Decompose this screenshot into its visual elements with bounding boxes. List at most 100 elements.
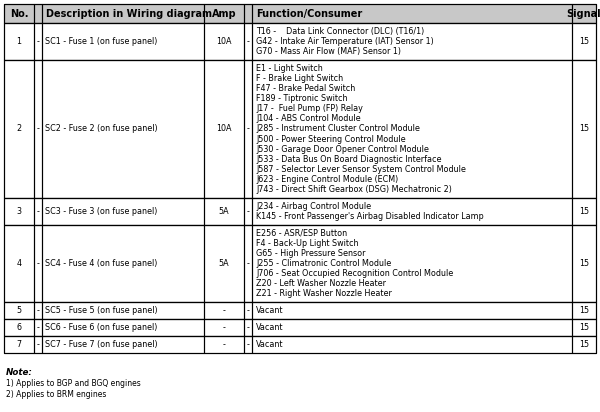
Bar	[244, 336, 252, 353]
Text: -: -	[37, 124, 40, 133]
Text: J587 - Selector Lever Sensor System Control Module: J587 - Selector Lever Sensor System Cont…	[256, 165, 466, 173]
Bar	[4, 225, 596, 302]
Text: -: -	[223, 306, 226, 315]
Text: J285 - Instrument Cluster Control Module: J285 - Instrument Cluster Control Module	[256, 124, 420, 133]
Text: Function/Consumer: Function/Consumer	[256, 9, 362, 19]
Text: J17 -  Fuel Pump (FP) Relay: J17 - Fuel Pump (FP) Relay	[256, 104, 363, 113]
Text: F - Brake Light Switch: F - Brake Light Switch	[256, 74, 343, 83]
Bar	[204, 302, 244, 319]
Text: 15: 15	[579, 340, 589, 349]
Text: -: -	[223, 323, 226, 332]
Text: T16 -    Data Link Connector (DLC) (T16/1): T16 - Data Link Connector (DLC) (T16/1)	[256, 27, 424, 36]
Text: -: -	[37, 323, 40, 332]
Bar	[34, 336, 42, 353]
Text: E256 - ASR/ESP Button: E256 - ASR/ESP Button	[256, 229, 347, 238]
Bar	[252, 302, 572, 319]
Text: 5: 5	[16, 306, 22, 315]
Bar	[252, 4, 572, 23]
Bar	[252, 23, 572, 60]
Bar	[42, 319, 204, 336]
Text: -: -	[247, 323, 250, 332]
Bar	[4, 225, 34, 302]
Text: J533 - Data Bus On Board Diagnostic Interface: J533 - Data Bus On Board Diagnostic Inte…	[256, 154, 442, 164]
Text: SC3 - Fuse 3 (on fuse panel): SC3 - Fuse 3 (on fuse panel)	[45, 207, 157, 216]
Text: 10A: 10A	[216, 124, 232, 133]
Text: J706 - Seat Occupied Recognition Control Module: J706 - Seat Occupied Recognition Control…	[256, 269, 453, 278]
Text: J623 - Engine Control Module (ECM): J623 - Engine Control Module (ECM)	[256, 175, 398, 184]
Bar	[572, 302, 596, 319]
Text: F4 - Back-Up Light Switch: F4 - Back-Up Light Switch	[256, 239, 359, 248]
Bar	[252, 198, 572, 225]
Bar	[244, 302, 252, 319]
Text: 7: 7	[16, 340, 22, 349]
Bar	[252, 60, 572, 198]
Text: Description in Wiring diagram: Description in Wiring diagram	[46, 9, 212, 19]
Text: Signal: Signal	[566, 9, 600, 19]
Text: Vacant: Vacant	[256, 323, 284, 332]
Text: J255 - Climatronic Control Module: J255 - Climatronic Control Module	[256, 259, 391, 268]
Bar	[204, 225, 244, 302]
Text: 4: 4	[17, 259, 22, 268]
Text: SC7 - Fuse 7 (on fuse panel): SC7 - Fuse 7 (on fuse panel)	[45, 340, 158, 349]
Bar	[42, 4, 204, 23]
Text: -: -	[37, 259, 40, 268]
Bar	[572, 60, 596, 198]
Bar	[244, 225, 252, 302]
Text: 2: 2	[16, 124, 22, 133]
Bar	[42, 198, 204, 225]
Text: -: -	[223, 340, 226, 349]
Text: 15: 15	[579, 323, 589, 332]
Bar	[4, 319, 34, 336]
Text: 5A: 5A	[218, 259, 229, 268]
Bar	[34, 60, 42, 198]
Bar	[252, 319, 572, 336]
Bar	[4, 23, 34, 60]
Text: -: -	[247, 37, 250, 46]
Bar	[4, 319, 596, 336]
Text: J743 - Direct Shift Gearbox (DSG) Mechatronic 2): J743 - Direct Shift Gearbox (DSG) Mechat…	[256, 185, 452, 194]
Bar	[252, 225, 572, 302]
Bar	[4, 60, 596, 198]
Text: -: -	[37, 207, 40, 216]
Text: G42 - Intake Air Temperature (IAT) Sensor 1): G42 - Intake Air Temperature (IAT) Senso…	[256, 37, 434, 46]
Text: G65 - High Pressure Sensor: G65 - High Pressure Sensor	[256, 249, 365, 258]
Bar	[4, 4, 596, 23]
Bar	[244, 319, 252, 336]
Text: 1: 1	[17, 37, 22, 46]
Bar	[252, 336, 572, 353]
Text: G70 - Mass Air Flow (MAF) Sensor 1): G70 - Mass Air Flow (MAF) Sensor 1)	[256, 47, 401, 56]
Bar	[34, 4, 42, 23]
Bar	[4, 302, 596, 319]
Bar	[204, 319, 244, 336]
Text: -: -	[247, 124, 250, 133]
Bar	[572, 336, 596, 353]
Text: -: -	[37, 340, 40, 349]
Text: 2) Applies to BRM engines: 2) Applies to BRM engines	[6, 390, 106, 399]
Text: Vacant: Vacant	[256, 306, 284, 315]
Bar	[204, 336, 244, 353]
Text: 5A: 5A	[218, 207, 229, 216]
Bar	[42, 336, 204, 353]
Text: 15: 15	[579, 124, 589, 133]
Bar	[42, 60, 204, 198]
Bar	[572, 225, 596, 302]
Text: Vacant: Vacant	[256, 340, 284, 349]
Text: SC1 - Fuse 1 (on fuse panel): SC1 - Fuse 1 (on fuse panel)	[45, 37, 157, 46]
Bar	[244, 23, 252, 60]
Bar	[4, 336, 596, 353]
Text: Amp: Amp	[212, 9, 236, 19]
Bar	[4, 23, 596, 60]
Bar	[34, 225, 42, 302]
Bar	[34, 23, 42, 60]
Bar	[204, 60, 244, 198]
Text: K145 - Front Passenger's Airbag Disabled Indicator Lamp: K145 - Front Passenger's Airbag Disabled…	[256, 212, 484, 221]
Text: J500 - Power Steering Control Module: J500 - Power Steering Control Module	[256, 135, 406, 143]
Bar	[244, 60, 252, 198]
Text: J104 - ABS Control Module: J104 - ABS Control Module	[256, 115, 361, 124]
Bar	[42, 23, 204, 60]
Bar	[244, 4, 252, 23]
Bar	[572, 198, 596, 225]
Text: J530 - Garage Door Opener Control Module: J530 - Garage Door Opener Control Module	[256, 145, 429, 154]
Bar	[34, 198, 42, 225]
Bar	[34, 319, 42, 336]
